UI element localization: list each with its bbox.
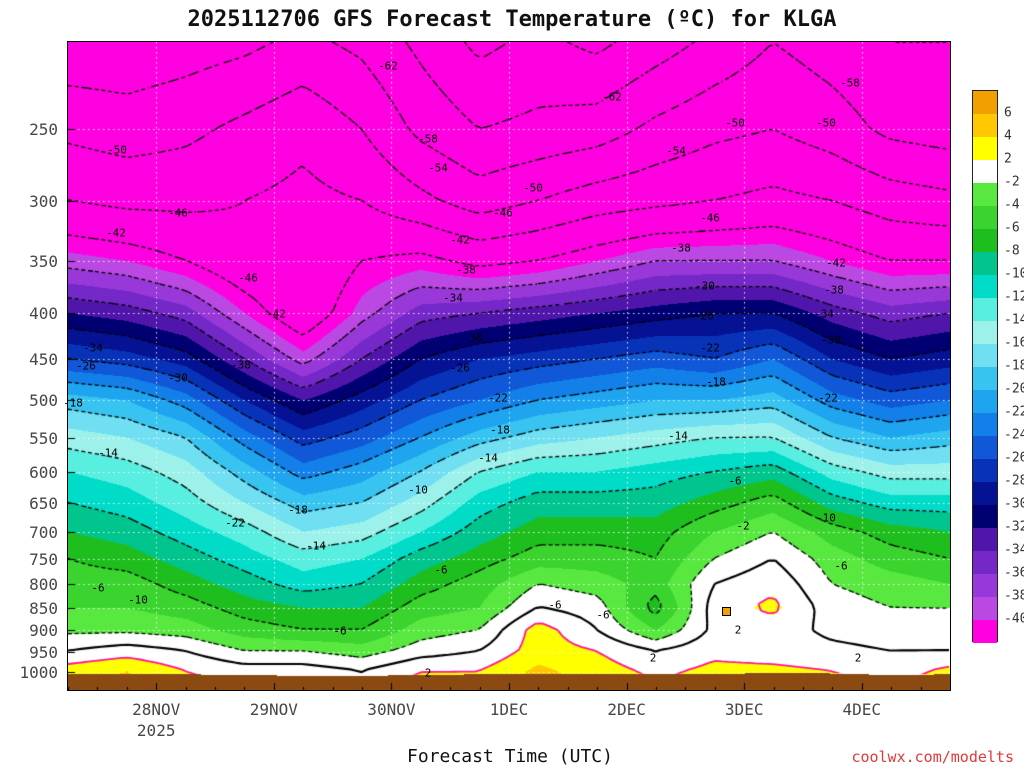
colorbar-cell xyxy=(973,620,997,643)
pressure-tick-label: 450 xyxy=(29,350,58,370)
colorbar-tick-label: -4 xyxy=(1004,197,1020,213)
colorbar-cell xyxy=(973,574,997,597)
colorbar-tick-label: -38 xyxy=(1004,588,1024,604)
colorbar-tick-label: -16 xyxy=(1004,335,1024,351)
pressure-tick-label: 950 xyxy=(29,642,58,662)
pressure-tick-label: 350 xyxy=(29,251,58,271)
square-marker xyxy=(722,607,731,616)
colorbar-cell xyxy=(973,344,997,367)
colorbar-cell xyxy=(973,137,997,160)
colorbar-tick-label: -20 xyxy=(1004,381,1024,397)
colorbar-cell xyxy=(973,413,997,436)
colorbar-tick-label: -30 xyxy=(1004,496,1024,512)
colorbar-tick-label: -14 xyxy=(1004,312,1024,328)
time-tick-label: 1DEC xyxy=(489,700,529,719)
time-tick-label: 2DEC xyxy=(607,700,646,719)
colorbar-tick-label: -26 xyxy=(1004,450,1024,466)
colorbar-tick-label: -22 xyxy=(1004,404,1024,420)
colorbar-cell xyxy=(973,505,997,528)
colorbar-tick-label: -6 xyxy=(1004,220,1020,236)
pressure-tick-label: 850 xyxy=(29,599,58,619)
colorbar-cell xyxy=(973,597,997,620)
colorbar-tick-label: 2 xyxy=(1004,151,1012,167)
colorbar-cell xyxy=(973,206,997,229)
pressure-tick-label: 300 xyxy=(29,191,58,211)
colorbar-tick-label: -28 xyxy=(1004,473,1024,489)
watermark-link[interactable]: coolwx.com/modelts xyxy=(851,748,1014,766)
colorbar-cell xyxy=(973,160,997,183)
time-tick-label: 30NOV xyxy=(367,700,416,719)
pressure-tick-label: 550 xyxy=(29,428,58,448)
temperature-cross-section-canvas xyxy=(67,41,951,691)
year-label: 2025 xyxy=(136,721,176,740)
pressure-tick-label: 1000 xyxy=(19,662,58,682)
colorbar-cell xyxy=(973,183,997,206)
colorbar-tick-label: -32 xyxy=(1004,519,1024,535)
pressure-tick-label: 400 xyxy=(29,304,58,324)
colorbar-tick-label: -18 xyxy=(1004,358,1024,374)
pressure-tick-label: 750 xyxy=(29,550,58,570)
colorbar-cell xyxy=(973,436,997,459)
pressure-tick-label: 900 xyxy=(29,621,58,641)
pressure-tick-label: 700 xyxy=(29,523,58,543)
time-tick-label: 29NOV xyxy=(249,700,298,719)
pressure-tick-label: 500 xyxy=(29,391,58,411)
colorbar-tick-label: 6 xyxy=(1004,105,1012,121)
colorbar-tick-label: -36 xyxy=(1004,565,1024,581)
colorbar-cell xyxy=(973,459,997,482)
colorbar-tick-label: -10 xyxy=(1004,266,1024,282)
colorbar-tick-label: -12 xyxy=(1004,289,1024,305)
colorbar-cell xyxy=(973,528,997,551)
pressure-tick-label: 250 xyxy=(29,120,58,140)
time-tick-label: 4DEC xyxy=(842,700,882,719)
time-tick-label: 28NOV xyxy=(132,700,181,719)
colorbar-tick-label: 4 xyxy=(1004,128,1012,144)
colorbar-tick-label: -34 xyxy=(1004,542,1024,558)
colorbar-cell xyxy=(973,482,997,505)
colorbar-cell xyxy=(973,298,997,321)
colorbar-tick-label: -2 xyxy=(1004,174,1020,190)
colorbar-cell xyxy=(973,252,997,275)
colorbar xyxy=(972,90,998,643)
chart-title: 2025112706 GFS Forecast Temperature (ºC)… xyxy=(187,7,837,32)
x-axis-title: Forecast Time (UTC) xyxy=(407,746,613,767)
pressure-tick-label: 650 xyxy=(29,494,58,514)
colorbar-cell xyxy=(973,275,997,298)
colorbar-cell xyxy=(973,551,997,574)
colorbar-cell xyxy=(973,229,997,252)
colorbar-cell xyxy=(973,390,997,413)
pressure-tick-label: 800 xyxy=(29,575,58,595)
colorbar-cell xyxy=(973,367,997,390)
colorbar-tick-label: -40 xyxy=(1004,611,1024,627)
colorbar-tick-label: -24 xyxy=(1004,427,1024,443)
colorbar-cell xyxy=(973,91,997,114)
pressure-tick-label: 600 xyxy=(29,462,58,482)
colorbar-cell xyxy=(973,114,997,137)
time-tick-label: 3DEC xyxy=(724,700,764,719)
colorbar-cell xyxy=(973,321,997,344)
colorbar-tick-label: -8 xyxy=(1004,243,1020,259)
